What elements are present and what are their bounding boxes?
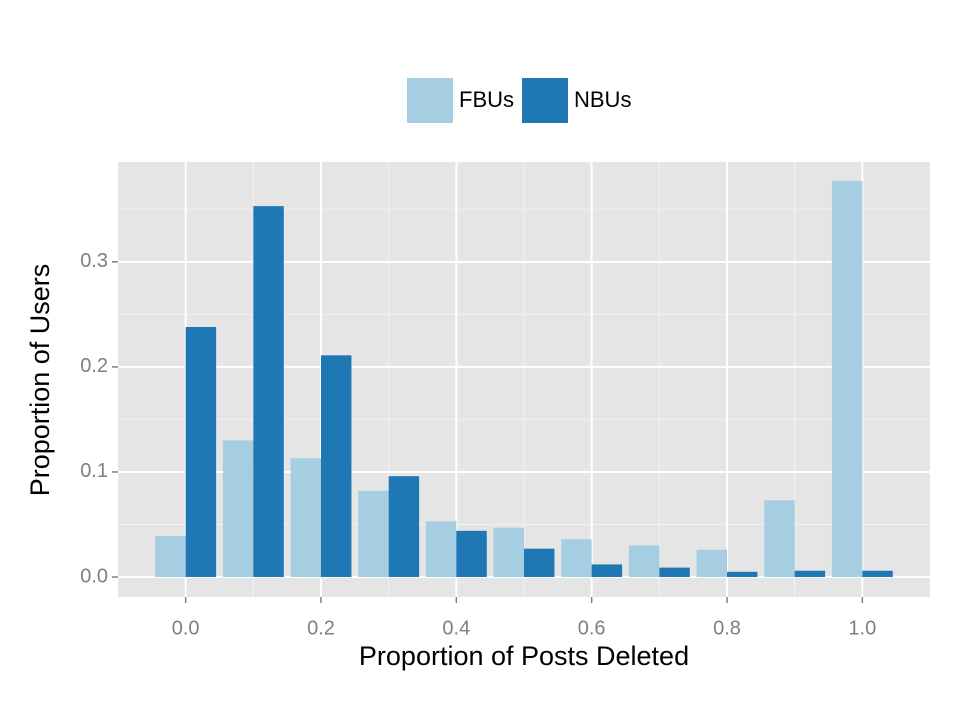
bar [561, 539, 592, 578]
bar [794, 570, 826, 578]
bar [524, 548, 555, 578]
x-tick-label: 0.8 [713, 617, 741, 639]
bar [290, 458, 321, 578]
legend-key [522, 78, 568, 123]
legend-label: NBUs [574, 87, 631, 112]
bar [862, 570, 893, 578]
bar [764, 500, 795, 578]
bar [493, 527, 524, 578]
bar [659, 567, 690, 578]
x-tick-label: 0.6 [578, 617, 606, 639]
bar [628, 545, 660, 578]
bar [831, 180, 863, 578]
bar [591, 564, 623, 578]
x-tick-label: 0.4 [442, 617, 470, 639]
legend-key [407, 78, 453, 123]
bar [456, 530, 487, 578]
bar [727, 571, 758, 578]
bar [358, 490, 389, 578]
x-tick-label: 1.0 [848, 617, 876, 639]
bar [425, 521, 457, 578]
bar [155, 536, 186, 578]
y-tick-label: 0.2 [80, 355, 108, 377]
x-tick-label: 0.0 [172, 617, 200, 639]
y-tick-label: 0.0 [80, 565, 108, 587]
x-tick-label: 0.2 [307, 617, 335, 639]
bar [253, 206, 284, 578]
x-axis-title: Proportion of Posts Deleted [359, 641, 689, 671]
bar [696, 549, 727, 578]
bar [222, 440, 254, 578]
bars [155, 180, 893, 578]
legend-label: FBUs [459, 87, 514, 112]
bar [388, 476, 420, 578]
y-tick-label: 0.1 [80, 460, 108, 482]
y-axis-title: Proportion of Users [25, 264, 55, 497]
y-tick-label: 0.3 [80, 250, 108, 272]
bar [185, 326, 217, 578]
bar [321, 355, 352, 578]
